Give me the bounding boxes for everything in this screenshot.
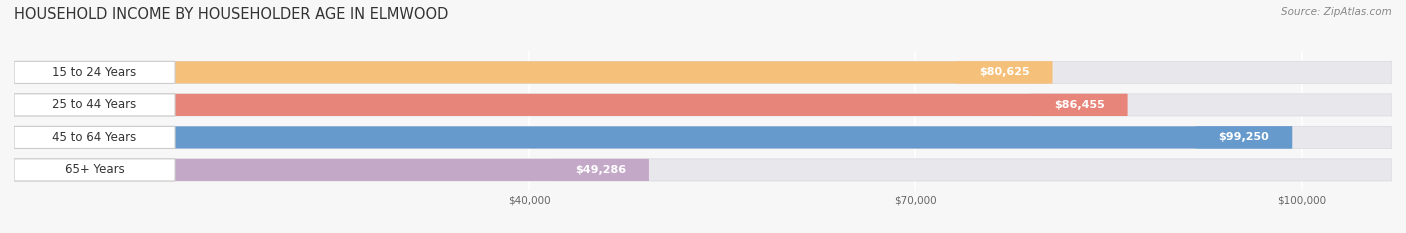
FancyBboxPatch shape — [14, 126, 1292, 148]
Text: $49,286: $49,286 — [575, 165, 626, 175]
Text: $86,455: $86,455 — [1053, 100, 1105, 110]
Text: Source: ZipAtlas.com: Source: ZipAtlas.com — [1281, 7, 1392, 17]
Text: 15 to 24 Years: 15 to 24 Years — [52, 66, 136, 79]
FancyBboxPatch shape — [14, 61, 1052, 83]
FancyBboxPatch shape — [14, 94, 1128, 116]
Text: 65+ Years: 65+ Years — [65, 163, 124, 176]
FancyBboxPatch shape — [14, 159, 648, 181]
FancyBboxPatch shape — [14, 94, 1392, 116]
Text: HOUSEHOLD INCOME BY HOUSEHOLDER AGE IN ELMWOOD: HOUSEHOLD INCOME BY HOUSEHOLDER AGE IN E… — [14, 7, 449, 22]
FancyBboxPatch shape — [1031, 94, 1128, 116]
FancyBboxPatch shape — [956, 61, 1052, 83]
Text: $80,625: $80,625 — [979, 67, 1029, 77]
FancyBboxPatch shape — [14, 61, 174, 83]
FancyBboxPatch shape — [14, 61, 1392, 83]
FancyBboxPatch shape — [14, 94, 174, 116]
Text: 45 to 64 Years: 45 to 64 Years — [52, 131, 136, 144]
FancyBboxPatch shape — [14, 126, 1392, 148]
FancyBboxPatch shape — [14, 126, 174, 148]
Text: 25 to 44 Years: 25 to 44 Years — [52, 98, 136, 111]
FancyBboxPatch shape — [1195, 126, 1292, 148]
FancyBboxPatch shape — [14, 159, 1392, 181]
FancyBboxPatch shape — [14, 159, 174, 181]
FancyBboxPatch shape — [553, 159, 648, 181]
Text: $99,250: $99,250 — [1219, 132, 1270, 142]
